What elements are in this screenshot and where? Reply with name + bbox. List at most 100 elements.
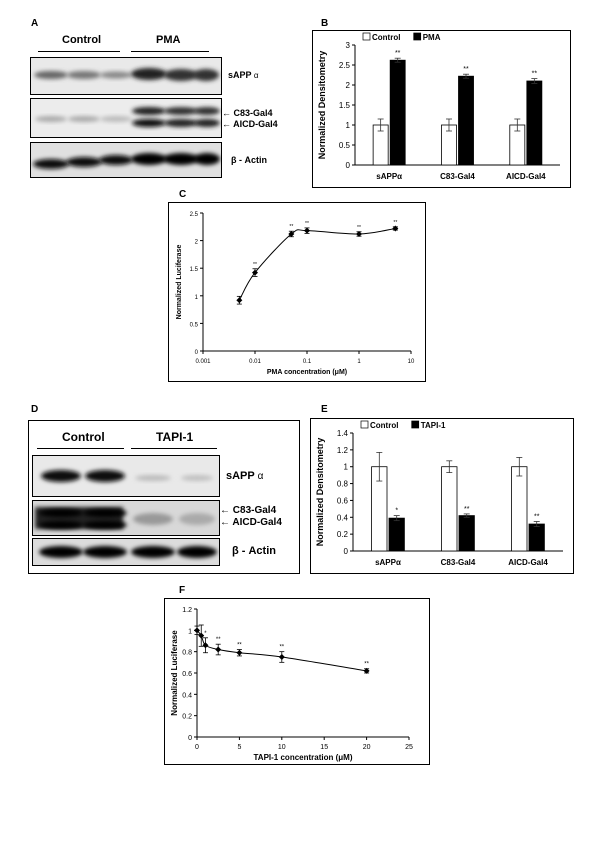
group-bar-control-d — [37, 448, 124, 449]
y-tick-label: 0.8 — [182, 650, 192, 657]
data-point — [194, 627, 200, 634]
band-label-actin-d: β - Actin — [232, 545, 276, 557]
x-tick-label: 5 — [237, 744, 241, 751]
band-label-aicd-gal4: ← AICD-Gal4 — [222, 119, 278, 129]
data-point — [304, 227, 310, 234]
blot-group-label-control-d: Control — [62, 430, 105, 444]
band-label-sappa: sAPP α — [228, 70, 259, 80]
x-tick-label: 0.1 — [303, 359, 312, 365]
legend-label: TAPI-1 — [421, 421, 446, 430]
data-point — [288, 230, 295, 237]
data-point — [215, 646, 222, 653]
y-tick-label: 0.4 — [182, 692, 192, 699]
data-point — [278, 654, 285, 660]
x-tick-label: 0 — [195, 744, 199, 751]
y-tick-label: 2 — [195, 240, 199, 246]
series-line — [238, 227, 396, 301]
y-tick-label: 0.5 — [339, 141, 351, 150]
bar — [388, 517, 405, 552]
data-point — [252, 269, 258, 276]
band-label-c83-gal4-d: ← C83-Gal4 — [220, 505, 277, 516]
x-tick-label: 0.01 — [249, 359, 261, 365]
panel-letter-f: F — [179, 585, 186, 596]
significance-label: ** — [364, 662, 369, 668]
significance-label: ** — [532, 71, 538, 78]
chart-b: 0 0.5 1 1.5 2 2.5 3 Normalized Densitometry sAPP… — [317, 32, 560, 181]
data-point — [236, 649, 243, 656]
y-tick-label: 0 — [195, 350, 199, 356]
y-tick-label: 0.6 — [337, 496, 349, 505]
x-tick-label: 20 — [363, 744, 371, 751]
legend-swatch — [360, 420, 369, 429]
panel-letter-b: B — [321, 18, 329, 29]
x-tick-label: 0.001 — [195, 359, 211, 365]
x-tick-label: 15 — [320, 744, 328, 751]
western-blot-c83-d — [32, 500, 220, 536]
chart-c: 0 0.5 1 1.5 2 2.5 0.001 0.01 0.1 1 10 PMA concentra… — [176, 212, 415, 376]
y-tick-label: 1.2 — [182, 607, 192, 614]
western-blot-sappa — [30, 57, 222, 95]
y-tick-label: 1 — [195, 295, 199, 301]
y-tick-label: 0.4 — [337, 513, 349, 522]
significance-label: * — [204, 631, 207, 637]
bar — [458, 75, 474, 166]
band-label-sappa-d: sAPP α — [226, 470, 264, 482]
significance-label: ** — [393, 220, 397, 226]
data-point — [202, 642, 209, 649]
chart-f: 0 0.2 0.4 0.6 0.8 1 1.2 0 5 10 15 20 25 TAPI-1 concen… — [170, 607, 413, 762]
blot-bands — [31, 58, 221, 94]
y-tick-label: 2.5 — [339, 61, 351, 70]
y-tick-label: 0 — [344, 547, 349, 556]
chart-b-frame: 0 0.5 1 1.5 2 2.5 3 Normalized Densitometry sAPP… — [312, 30, 571, 188]
data-point — [392, 225, 399, 232]
y-tick-label: 0.8 — [337, 480, 349, 489]
significance-label: ** — [357, 225, 361, 231]
x-tick-label: C83-Gal4 — [440, 172, 475, 181]
legend-swatch — [362, 32, 371, 41]
significance-label: ** — [464, 506, 470, 513]
chart-f-frame: 0 0.2 0.4 0.6 0.8 1 1.2 0 5 10 15 20 25 TAPI-1 concen… — [164, 598, 430, 765]
significance-label: ** — [253, 262, 257, 268]
group-bar-control — [38, 51, 120, 52]
bar — [389, 59, 406, 166]
x-tick-label: C83-Gal4 — [441, 558, 476, 567]
y-tick-label: 0 — [188, 735, 192, 742]
significance-label: ** — [216, 637, 221, 643]
blot-group-label-pma: PMA — [156, 34, 181, 46]
y-tick-label: 0.5 — [190, 322, 199, 328]
western-blot-actin-d — [32, 538, 220, 566]
y-axis-label: Normalized Luciferase — [176, 245, 183, 320]
bar — [458, 515, 475, 552]
blot-group-label-control: Control — [62, 34, 102, 46]
y-tick-label: 3 — [346, 41, 351, 50]
x-axis-label: PMA concentration (μM) — [267, 369, 347, 376]
x-tick-label: AICD-Gal4 — [506, 172, 546, 181]
bar — [526, 80, 543, 166]
bar — [528, 523, 545, 552]
significance-label: ** — [289, 224, 293, 230]
legend-label: Control — [370, 421, 398, 430]
significance-label: ** — [279, 645, 284, 651]
y-tick-label: 0.2 — [182, 714, 192, 721]
y-tick-label: 1.5 — [190, 267, 199, 273]
x-tick-label: 25 — [405, 744, 413, 751]
significance-label: * — [395, 508, 398, 515]
band-label-aicd-gal4-d: ← AICD-Gal4 — [220, 517, 282, 528]
legend-swatch — [413, 32, 422, 41]
significance-label: ** — [395, 50, 401, 57]
y-tick-label: 2.5 — [190, 212, 199, 218]
panel-letter-a: A — [31, 18, 39, 29]
band-label-actin: β - Actin — [231, 155, 267, 165]
y-tick-label: 1 — [188, 628, 192, 635]
legend-label: PMA — [423, 33, 441, 42]
x-tick-label: AICD-Gal4 — [508, 558, 548, 567]
panel-letter-c: C — [179, 189, 187, 200]
y-tick-label: 2 — [346, 81, 351, 90]
panel-letter-e: E — [321, 404, 328, 415]
x-tick-label: 1 — [357, 359, 361, 365]
y-axis-label: Normalized Luciferase — [170, 630, 179, 716]
data-point — [356, 230, 362, 237]
bar — [511, 466, 528, 552]
data-point — [363, 667, 370, 674]
significance-label: ** — [237, 643, 242, 649]
